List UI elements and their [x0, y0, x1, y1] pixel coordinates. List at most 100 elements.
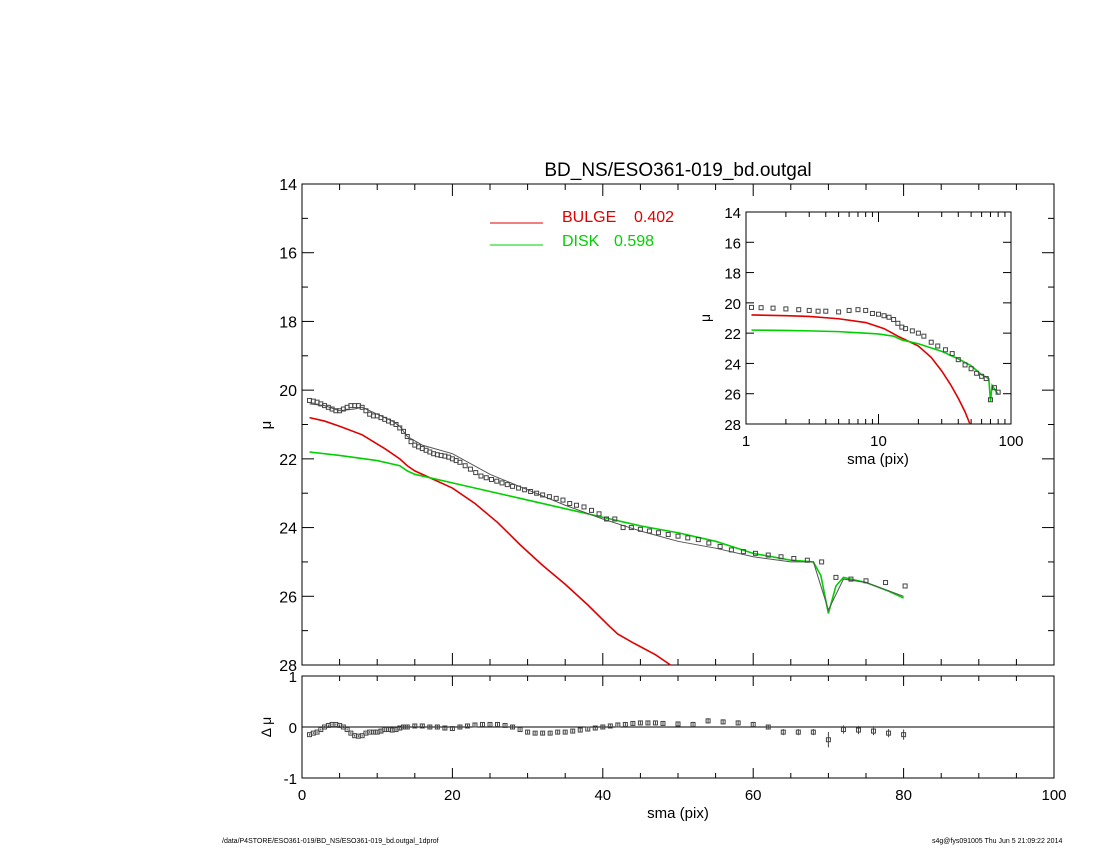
- residual-data-point: [901, 732, 907, 738]
- residual-data-point: [765, 724, 771, 730]
- main-data-point: [612, 516, 618, 522]
- main-y-tick-label: 26: [279, 589, 297, 606]
- inset-data-point: [928, 339, 934, 345]
- main-data-point: [504, 482, 510, 488]
- residual-data-point: [412, 723, 418, 729]
- residual-x-tick-label: 60: [745, 787, 762, 804]
- main-data-point: [404, 434, 410, 440]
- main-y-tick-label: 14: [279, 177, 297, 194]
- main-data-point: [604, 516, 610, 522]
- residual-data-point: [472, 722, 478, 728]
- main-data-point: [393, 422, 399, 427]
- residual-data-point: [340, 724, 346, 730]
- residual-y-tick-label: 1: [289, 669, 297, 686]
- residual-data-point: [652, 720, 658, 726]
- residual-data-point: [404, 724, 410, 730]
- inset-data-point: [783, 306, 789, 312]
- residual-y-axis-label: Δ μ: [258, 717, 274, 738]
- residual-data-point: [886, 730, 892, 736]
- main-line-bulge: [309, 416, 671, 666]
- legend-disk-label: DISK: [562, 233, 600, 250]
- chart-title: BD_NS/ESO361-019_bd.outgal: [544, 160, 811, 181]
- main-data-point: [665, 531, 671, 537]
- inset-data-point: [935, 343, 941, 349]
- residual-data-point: [555, 729, 561, 735]
- main-y-tick-label: 16: [279, 246, 297, 263]
- main-data-point: [791, 555, 797, 561]
- main-data-point: [883, 580, 889, 586]
- residual-data-point: [464, 723, 470, 729]
- inset-data-point: [796, 307, 802, 313]
- residual-data-point: [645, 720, 651, 726]
- inset-axes: 14 16 18 20 22 24 26 281 10 100: [724, 205, 1023, 450]
- main-data-point: [717, 543, 723, 549]
- inset-data-point: [949, 351, 955, 357]
- residual-data-point: [495, 721, 501, 727]
- inset-data-point: [915, 330, 921, 336]
- inset-data-point: [942, 347, 948, 353]
- inset-data-point: [758, 305, 764, 311]
- main-data-point: [646, 528, 652, 534]
- inset-data-point: [895, 320, 901, 326]
- residual-data-point: [487, 721, 493, 727]
- inset-y-tick-label: 18: [724, 266, 741, 283]
- residual-x-tick-label: 100: [1041, 787, 1066, 804]
- main-data-point: [778, 554, 784, 560]
- inset-data-point: [881, 313, 887, 319]
- residual-data-point: [457, 724, 463, 730]
- inset-data-point: [903, 326, 909, 332]
- inset-data-point: [968, 366, 974, 372]
- legend: BULGE 0.402 DISK 0.598: [490, 209, 674, 250]
- residual-x-tick-label: 80: [895, 787, 912, 804]
- main-data-point: [540, 492, 546, 498]
- inset-data-point: [891, 317, 897, 323]
- main-data-point: [534, 490, 540, 496]
- main-data-point: [489, 476, 495, 482]
- inset-data-point: [855, 307, 861, 313]
- residual-data-point: [705, 718, 711, 724]
- inset-series-group: [748, 304, 1001, 425]
- inset-plot-frame: [745, 211, 1012, 425]
- residual-x-tick-label: 40: [594, 787, 611, 804]
- inset-y-tick-label: 20: [724, 296, 741, 313]
- inset-data-point: [974, 370, 980, 376]
- residual-data-point: [344, 727, 350, 733]
- main-data-point: [752, 550, 758, 556]
- residual-data-point: [615, 722, 621, 728]
- main-data-point: [499, 480, 505, 486]
- main-data-point: [581, 504, 587, 510]
- main-data-point: [457, 459, 463, 465]
- main-data-point: [467, 466, 473, 472]
- legend-disk-value: 0.598: [614, 233, 654, 250]
- residual-data-point: [840, 727, 846, 733]
- residual-data-point: [532, 730, 538, 736]
- main-y-tick-label: 18: [279, 314, 297, 331]
- residual-data-point: [735, 720, 741, 726]
- inset-y-tick-label: 24: [724, 356, 741, 373]
- main-data-point: [819, 559, 825, 565]
- inset-y-tick-label: 16: [724, 235, 741, 252]
- inset-x-axis-label: sma (pix): [847, 451, 909, 468]
- inset-y-tick-label: 26: [724, 387, 741, 404]
- main-data-point: [833, 574, 839, 580]
- inset-data-point: [886, 314, 892, 320]
- legend-bulge-label: BULGE: [562, 209, 616, 226]
- main-data-point: [628, 525, 634, 531]
- main-data-point: [553, 495, 559, 501]
- residual-series-group: [307, 718, 1054, 748]
- inset-x-tick-label: 10: [870, 433, 887, 450]
- residual-data-point: [780, 729, 786, 735]
- main-data-point: [546, 494, 552, 500]
- residual-data-point: [314, 729, 320, 735]
- residual-data-point: [419, 723, 425, 729]
- inset-data-point: [991, 385, 997, 391]
- residual-data-point: [348, 730, 354, 736]
- main-data-point: [695, 537, 701, 543]
- residual-data-point: [449, 726, 455, 732]
- inset-data-point: [748, 304, 754, 310]
- main-data-point: [567, 501, 573, 507]
- residual-y-tick-label: 0: [289, 720, 297, 737]
- inset-data-point: [806, 307, 812, 313]
- main-data-point: [675, 533, 681, 539]
